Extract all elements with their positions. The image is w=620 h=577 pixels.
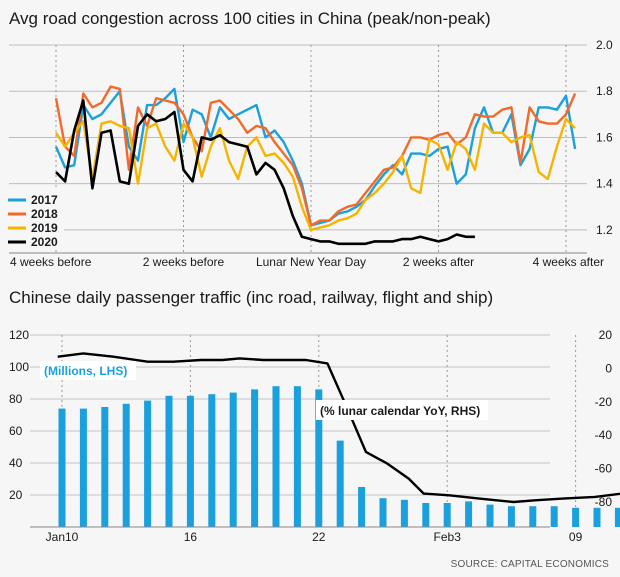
chart2-xtick-label: Jan10 [46,530,79,544]
figure-canvas: Avg road congestion across 100 cities in… [0,0,620,577]
chart1-xtick-label: Lunar New Year Day [256,255,366,269]
passenger-bar [59,409,66,527]
chart1-ytick-label: 1.8 [596,84,613,98]
chart2-xtick-label: 09 [569,530,583,544]
chart2-right-axis: 200-20-40-60-80 [595,328,613,509]
passenger-bar [529,506,536,527]
chart1-xtick-label: 2 weeks after [403,255,474,269]
chart2-lhs-tick-label: 120 [9,328,29,342]
chart2-rhs-tick-label: -20 [595,395,613,409]
chart1-series [56,87,575,244]
chart2-rhs-tick-label: 0 [605,361,612,375]
chart2-left-axis: 20 40 60 80 100 120 [9,328,29,502]
passenger-bar [123,404,130,527]
passenger-bar [444,503,451,527]
source-note: SOURCE: CAPITAL ECONOMICS [451,559,609,570]
chart1-ytick-label: 2.0 [596,38,613,52]
passenger-bar [551,506,558,527]
chart1-gridlines [9,45,587,253]
chart1-ytick-label: 1.6 [596,130,613,144]
chart2-rhs-tick-label: -60 [595,462,613,476]
passenger-bar [508,506,515,527]
chart2-lhs-tick-label: 60 [9,424,23,438]
passenger-bar [594,508,601,527]
passenger-bar [80,409,87,527]
passenger-bar [230,393,237,527]
chart2-rhs-tick-label: -40 [595,428,613,442]
passenger-bar [465,501,472,527]
passenger-bar [337,441,344,527]
passenger-bar [358,487,365,527]
lhs-label-box: (Millions, LHS) [40,361,136,380]
series-line-2020 [56,101,475,244]
chart1-y-axis: 1.2 1.4 1.6 1.8 2.0 [596,38,613,237]
passenger-bar [166,396,173,527]
lhs-label: (Millions, LHS) [44,364,127,378]
rhs-label: (% lunar calendar YoY, RHS) [320,404,480,418]
rhs-label-box: (% lunar calendar YoY, RHS) [316,400,488,420]
chart1-xtick-label: 4 weeks before [10,255,92,269]
chart2-x-axis: Jan10 16 22 Feb3 09 [46,530,583,544]
passenger-bar [572,508,579,527]
passenger-bar [101,407,108,527]
chart2-lhs-tick-label: 80 [9,392,23,406]
passenger-bar [187,396,194,527]
passenger-bar [144,401,151,527]
chart2-rhs-tick-label: 20 [599,328,613,342]
chart1-ytick-label: 1.4 [596,177,613,191]
chart2-lhs-tick-label: 100 [9,360,29,374]
passenger-bar [401,500,408,527]
chart2-xtick-label: Feb3 [434,530,462,544]
legend-label-2019: 2019 [31,221,58,235]
passenger-bar [273,386,280,527]
chart1-x-axis: 4 weeks before 2 weeks before Lunar New Ye… [10,255,604,269]
chart1-ytick-label: 1.2 [596,223,613,237]
legend-label-2018: 2018 [31,207,58,221]
passenger-bar [294,386,301,527]
passenger-bar [487,505,494,527]
chart1-title: Avg road congestion across 100 cities in… [9,9,491,28]
legend-label-2017: 2017 [31,193,58,207]
passenger-bar [422,503,429,527]
legend-label-2020: 2020 [31,235,58,249]
passenger-bar [615,508,620,527]
passenger-bar [251,389,258,527]
chart2-xtick-label: 16 [184,530,198,544]
chart2-title: Chinese daily passenger traffic (inc roa… [9,288,493,307]
passenger-bar [208,394,215,527]
passenger-bar [380,498,387,527]
chart1-xtick-label: 2 weeks before [143,255,225,269]
chart2-xtick-label: 22 [312,530,326,544]
chart1-xtick-label: 4 weeks after [533,255,604,269]
chart2-lhs-tick-label: 40 [9,456,23,470]
chart2-lhs-tick-label: 20 [9,488,23,502]
